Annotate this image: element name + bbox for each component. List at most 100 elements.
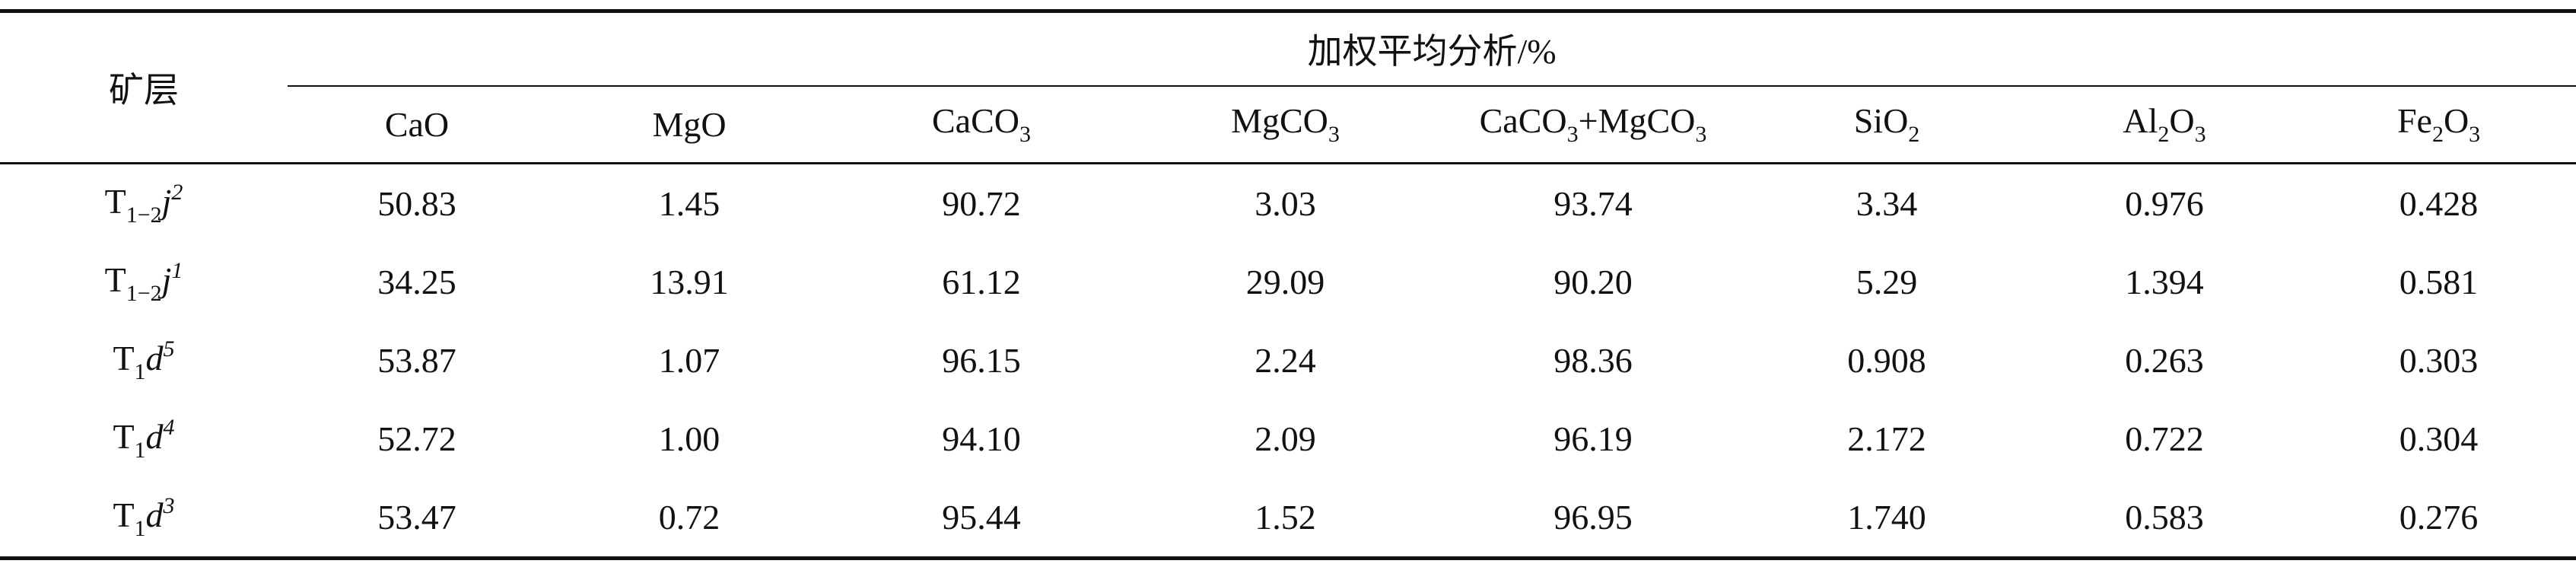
column-header: CaCO3 — [832, 85, 1131, 164]
cell: 94.10 — [942, 419, 1021, 458]
text-part: 3 — [2194, 122, 2206, 148]
text-part: j — [161, 260, 172, 299]
text-part: 3 — [1566, 122, 1579, 148]
text-part: T — [113, 495, 135, 534]
text-part: j — [161, 181, 172, 221]
text-part: 5 — [163, 336, 175, 362]
text-part: SiO — [1853, 101, 1909, 141]
text-part: T — [113, 338, 135, 377]
text-part: 2 — [2431, 122, 2444, 148]
cell: 0.276 — [2301, 478, 2576, 560]
text-part: 3 — [1019, 122, 1031, 148]
cell: 96.19 — [1554, 419, 1633, 458]
column-header: Fe2O3 — [2301, 85, 2576, 164]
cell: 53.87 — [377, 341, 456, 380]
row-label: T1−2j1 — [0, 243, 288, 321]
cell: 34.25 — [377, 263, 456, 301]
text-part: Fe — [2396, 101, 2432, 141]
text-part: 1 — [171, 257, 183, 283]
cell: 1.00 — [658, 419, 720, 458]
text-part: 3 — [163, 492, 175, 518]
text-part: 1 — [134, 437, 146, 463]
cell: 93.74 — [1554, 184, 1633, 223]
text-part: 4 — [163, 414, 175, 440]
text-part: 1 — [134, 515, 146, 541]
text-part: d — [145, 338, 164, 377]
table-row: T1−2j1 34.25 13.91 61.12 29.09 90.20 5.29 1.394… — [0, 243, 2576, 321]
cell: 29.09 — [1245, 263, 1325, 301]
cell: 0.428 — [2399, 184, 2479, 223]
cell: 1.45 — [658, 184, 720, 223]
text-part: 1−2 — [126, 280, 162, 306]
text-part: d — [145, 416, 164, 456]
cell: 90.20 — [1554, 263, 1633, 301]
data-table: 矿层 加权平均分析/% CaO MgO CaCO3 MgCO3 CaCO3+MgCO3 S… — [0, 9, 2576, 560]
text-part: MgO — [652, 104, 727, 144]
cell: 52.72 — [377, 419, 456, 458]
column-header: SiO2 — [1746, 85, 2027, 164]
cell: 53.47 — [288, 478, 546, 560]
cell: 0.976 — [2125, 184, 2204, 223]
cell: 5.29 — [1856, 263, 1918, 301]
text-part: 3 — [1328, 122, 1340, 148]
cell: 96.95 — [1440, 478, 1746, 560]
text-part: 2 — [171, 179, 183, 205]
column-header: MgCO3 — [1131, 85, 1440, 164]
cell: 0.72 — [546, 478, 832, 560]
cell: 0.722 — [2125, 419, 2204, 458]
cell: 0.304 — [2399, 419, 2479, 458]
row-label: T1d4 — [0, 400, 288, 478]
row-label: T1d3 — [0, 478, 288, 560]
cell: 0.263 — [2125, 341, 2204, 380]
cell: 96.15 — [942, 341, 1021, 380]
text-part: 3 — [2469, 122, 2481, 148]
text-part: O — [2169, 101, 2195, 141]
cell: 13.91 — [650, 263, 729, 301]
table-row: T1−2j2 50.83 1.45 90.72 3.03 93.74 3.34 0.976 0.… — [0, 164, 2576, 244]
cell: 2.09 — [1255, 419, 1316, 458]
text-part: T — [104, 260, 126, 299]
text-part: CaCO — [1479, 101, 1567, 141]
cell: 95.44 — [832, 478, 1131, 560]
cell: 2.24 — [1255, 341, 1316, 380]
column-header: CaCO3+MgCO3 — [1440, 85, 1746, 164]
cell: 0.908 — [1847, 341, 1926, 380]
text-part: CaCO — [932, 101, 1019, 141]
text-part: Al — [2123, 101, 2158, 141]
cell: 98.36 — [1554, 341, 1633, 380]
row-label: T1−2j2 — [0, 164, 288, 244]
cell: 0.303 — [2399, 341, 2479, 380]
text-part: +MgCO — [1578, 101, 1696, 141]
cell: 1.740 — [1746, 478, 2027, 560]
text-part: 1 — [134, 358, 146, 384]
table-row: T1d5 53.87 1.07 96.15 2.24 98.36 0.908 0.263 0.3… — [0, 321, 2576, 400]
group-header: 加权平均分析/% — [288, 9, 2576, 87]
column-header: CaO — [288, 85, 546, 164]
cell: 0.583 — [2027, 478, 2301, 560]
cell: 2.172 — [1847, 419, 1926, 458]
table-row: T1d4 52.72 1.00 94.10 2.09 96.19 2.172 0.722 0.3… — [0, 400, 2576, 478]
row-label: T1d5 — [0, 321, 288, 400]
text-part: T — [113, 416, 135, 456]
row-header: 矿层 — [0, 9, 288, 164]
text-part: 3 — [1695, 122, 1707, 148]
table-row: T1d3 53.47 0.72 95.44 1.52 96.95 1.740 0.583 0.2… — [0, 478, 2576, 560]
cell: 3.03 — [1255, 184, 1316, 223]
text-part: MgCO — [1231, 101, 1328, 141]
cell: 0.581 — [2399, 263, 2479, 301]
cell: 90.72 — [942, 184, 1021, 223]
text-part: T — [104, 181, 126, 221]
text-part: O — [2443, 101, 2469, 141]
text-part: d — [145, 495, 164, 534]
cell: 1.52 — [1131, 478, 1440, 560]
column-header: Al2O3 — [2027, 85, 2301, 164]
column-header: MgO — [546, 85, 832, 164]
text-part: 2 — [2158, 122, 2170, 148]
cell: 50.83 — [377, 184, 456, 223]
cell: 61.12 — [942, 263, 1021, 301]
cell: 1.07 — [658, 341, 720, 380]
cell: 1.394 — [2125, 263, 2204, 301]
text-part: CaO — [384, 104, 450, 144]
cell: 3.34 — [1856, 184, 1918, 223]
